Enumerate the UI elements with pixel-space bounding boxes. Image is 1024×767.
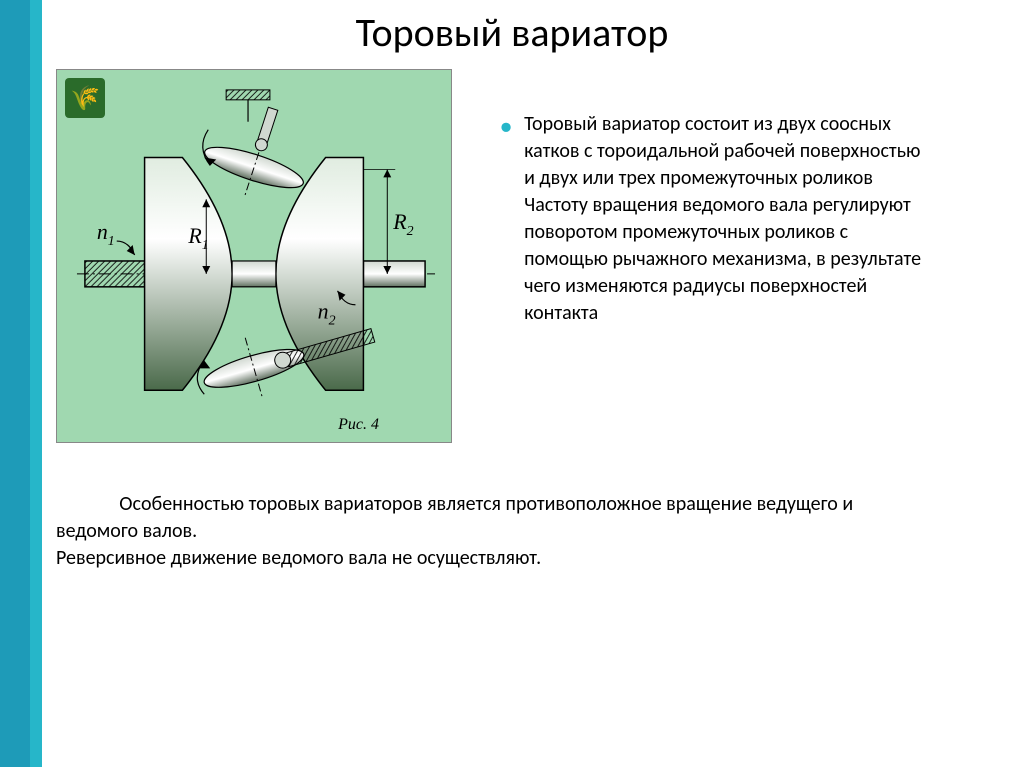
accent-bar-outer bbox=[0, 0, 30, 767]
bullet-icon: ● bbox=[500, 117, 512, 137]
variator-diagram: n1 n2 R1 R2 bbox=[57, 70, 451, 442]
accent-bar-inner bbox=[30, 0, 42, 767]
bullet-text: Торовый вариатор состоит из двух соосных… bbox=[524, 111, 930, 327]
slide-title: Торовый вариатор bbox=[0, 0, 1024, 57]
bullet-block: ● Торовый вариатор состоит из двух соосн… bbox=[500, 111, 930, 327]
content-row: 🌾 bbox=[56, 69, 1024, 443]
svg-text:n1: n1 bbox=[97, 220, 115, 249]
figure-caption: Рис. 4 bbox=[338, 416, 379, 434]
bottom-paragraph: Особенностью торовых вариаторов является… bbox=[56, 491, 876, 572]
bullet-item: ● Торовый вариатор состоит из двух соосн… bbox=[500, 111, 930, 327]
diagram-figure: 🌾 bbox=[56, 69, 452, 443]
svg-text:R2: R2 bbox=[392, 210, 413, 239]
